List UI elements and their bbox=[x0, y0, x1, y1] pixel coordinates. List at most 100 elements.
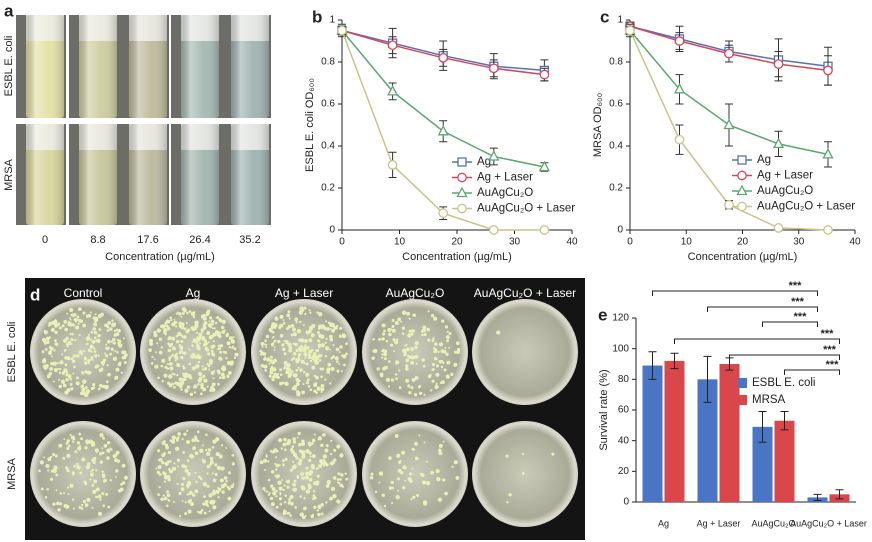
colony bbox=[106, 339, 111, 344]
colony bbox=[409, 355, 415, 360]
colony bbox=[226, 332, 229, 335]
colony bbox=[401, 450, 406, 455]
colony bbox=[225, 479, 228, 483]
colony bbox=[295, 321, 298, 324]
colony bbox=[275, 456, 278, 459]
colony bbox=[166, 324, 169, 328]
petri-dish bbox=[472, 299, 578, 405]
colony bbox=[191, 344, 194, 347]
colony bbox=[303, 361, 306, 365]
colony bbox=[178, 491, 182, 496]
colony bbox=[312, 490, 316, 493]
y-tick-label: 0.6 bbox=[321, 99, 335, 110]
colony bbox=[218, 334, 222, 339]
colony bbox=[171, 439, 176, 444]
colony bbox=[274, 462, 276, 465]
colony bbox=[58, 384, 63, 389]
colony bbox=[322, 454, 328, 459]
colony bbox=[299, 306, 304, 311]
colony bbox=[87, 361, 91, 365]
colony bbox=[67, 493, 70, 496]
colony bbox=[106, 448, 111, 453]
colony bbox=[264, 468, 267, 471]
row-label: ESBL E. coli bbox=[6, 322, 18, 383]
colony bbox=[329, 334, 333, 339]
colony bbox=[210, 326, 213, 329]
colony bbox=[289, 447, 294, 452]
colony bbox=[215, 489, 220, 494]
colony bbox=[100, 312, 104, 317]
colony bbox=[268, 374, 272, 378]
colony bbox=[281, 479, 284, 481]
colony bbox=[293, 384, 297, 389]
colony bbox=[169, 319, 173, 322]
colony bbox=[180, 355, 184, 360]
colony bbox=[262, 352, 267, 356]
colony bbox=[378, 337, 382, 341]
colony bbox=[325, 501, 328, 504]
colony bbox=[292, 482, 296, 487]
colony bbox=[326, 368, 331, 373]
colony bbox=[115, 367, 120, 372]
colony bbox=[284, 442, 288, 446]
colony bbox=[64, 327, 69, 332]
colony bbox=[120, 482, 123, 486]
colony bbox=[67, 374, 72, 379]
colony bbox=[333, 326, 337, 330]
colony bbox=[232, 336, 235, 339]
colony bbox=[299, 495, 303, 498]
colony bbox=[383, 504, 387, 508]
colony bbox=[412, 495, 416, 499]
colony bbox=[307, 385, 311, 388]
legend-label: MRSA bbox=[752, 394, 786, 406]
colony bbox=[394, 373, 398, 376]
colony bbox=[214, 472, 218, 477]
colony bbox=[329, 348, 331, 351]
colony bbox=[82, 311, 86, 315]
colony bbox=[65, 378, 69, 382]
colony bbox=[410, 498, 413, 501]
colony bbox=[401, 332, 405, 335]
colony bbox=[371, 356, 375, 360]
colony bbox=[379, 372, 384, 377]
colony bbox=[297, 393, 300, 396]
colony bbox=[71, 357, 74, 360]
colony bbox=[405, 358, 410, 363]
colony bbox=[269, 355, 273, 359]
colony bbox=[305, 466, 309, 470]
colony bbox=[67, 320, 71, 324]
colony bbox=[296, 436, 299, 439]
colony bbox=[311, 438, 316, 443]
colony bbox=[273, 323, 278, 328]
colony bbox=[404, 466, 407, 470]
colony bbox=[197, 382, 200, 386]
colony bbox=[218, 468, 221, 471]
colony bbox=[198, 510, 203, 515]
colony bbox=[221, 319, 226, 325]
colony bbox=[206, 362, 209, 366]
colony bbox=[115, 450, 120, 455]
colony bbox=[455, 476, 460, 480]
colony bbox=[414, 456, 419, 461]
colony bbox=[341, 333, 345, 337]
colony bbox=[438, 342, 443, 347]
colony bbox=[201, 458, 205, 461]
marker bbox=[438, 52, 449, 63]
concentration-label: 17.6 bbox=[137, 234, 158, 246]
colony bbox=[58, 326, 62, 330]
colony bbox=[232, 483, 235, 486]
colony bbox=[103, 444, 108, 448]
colony bbox=[180, 482, 185, 487]
colony bbox=[444, 491, 448, 496]
error-bar bbox=[813, 493, 822, 501]
colony bbox=[279, 323, 283, 328]
colony bbox=[272, 449, 277, 453]
colony bbox=[391, 486, 395, 490]
colony bbox=[73, 317, 78, 322]
colony bbox=[174, 359, 177, 362]
colony bbox=[76, 354, 80, 358]
colony bbox=[336, 481, 339, 484]
colony bbox=[427, 338, 431, 342]
colony bbox=[329, 452, 333, 456]
error-bar bbox=[703, 355, 712, 403]
